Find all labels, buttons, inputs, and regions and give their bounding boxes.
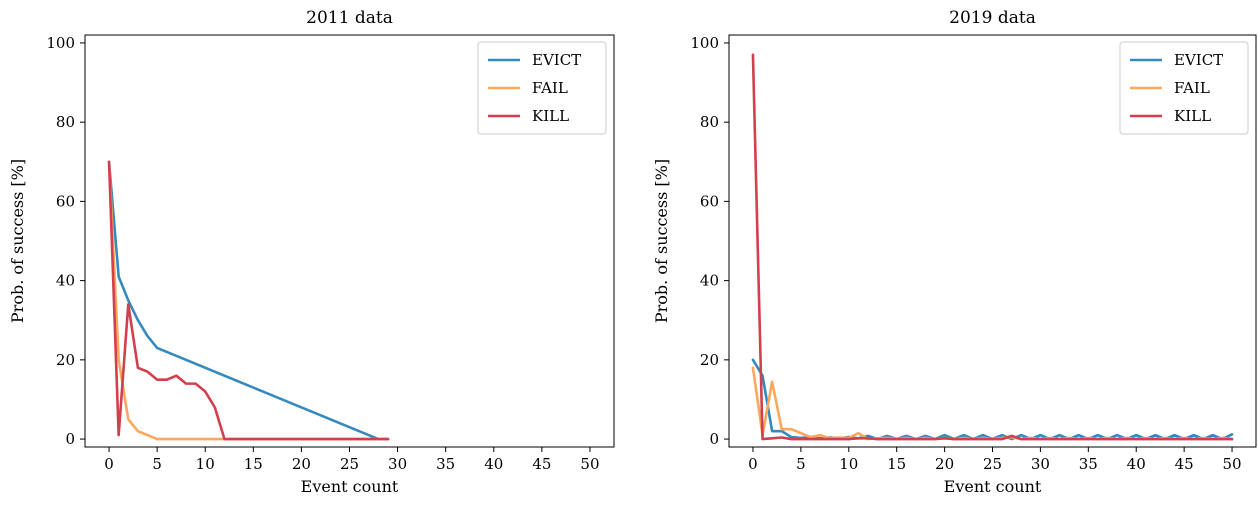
x-tick-label: 0 — [104, 455, 114, 473]
x-tick-label: 5 — [152, 455, 162, 473]
x-tick-label: 50 — [1222, 455, 1241, 473]
y-axis-label: Prob. of success [%] — [8, 159, 27, 323]
y-tick-label: 0 — [65, 430, 75, 448]
y-tick-label: 40 — [700, 272, 719, 290]
y-tick-label: 20 — [700, 351, 719, 369]
y-tick-label: 100 — [690, 34, 719, 52]
chart-panel-2: 0 5 10 15 20 25 30 35 40 45 50 0 20 40 60 80 100 2019 dat… — [652, 8, 1257, 496]
legend-box — [477, 41, 607, 135]
y-axis-label: Prob. of success [%] — [652, 159, 671, 323]
x-tick-label: 50 — [580, 455, 599, 473]
chart-panel-1: 0 5 10 15 20 25 30 35 40 45 50 0 20 40 60 80 100 2011 dat… — [8, 8, 615, 496]
x-tick-label: 40 — [1127, 455, 1146, 473]
x-tick-label: 40 — [484, 455, 503, 473]
x-tick-label: 10 — [839, 455, 858, 473]
x-tick-label: 20 — [292, 455, 311, 473]
chart-title: 2011 data — [306, 8, 393, 28]
legend: EVICT FAIL KILL — [1119, 41, 1249, 135]
y-tick-label: 60 — [700, 192, 719, 210]
x-tick-label: 0 — [748, 455, 758, 473]
x-tick-label: 10 — [196, 455, 215, 473]
x-tick-label: 35 — [1079, 455, 1098, 473]
x-tick-label: 5 — [796, 455, 806, 473]
legend-label-fail: FAIL — [532, 79, 568, 97]
x-tick-label: 35 — [436, 455, 455, 473]
x-tick-label: 30 — [388, 455, 407, 473]
chart-title: 2019 data — [949, 8, 1036, 28]
x-axis-label: Event count — [301, 477, 399, 496]
legend-label-kill: KILL — [532, 107, 569, 125]
x-tick-label: 15 — [887, 455, 906, 473]
legend-label-evict: EVICT — [1174, 51, 1223, 69]
series-line-fail — [751, 366, 1234, 441]
x-axis-label: Event count — [944, 477, 1042, 496]
x-tick-label: 45 — [532, 455, 551, 473]
y-tick-label: 100 — [46, 34, 75, 52]
series-line-kill — [107, 160, 390, 441]
y-tick-label: 60 — [56, 192, 75, 210]
legend-box — [1119, 41, 1249, 135]
legend: EVICT FAIL KILL — [477, 41, 607, 135]
legend-label-fail: FAIL — [1174, 79, 1210, 97]
legend-label-kill: KILL — [1174, 107, 1211, 125]
y-tick-label: 80 — [700, 113, 719, 131]
legend-label-evict: EVICT — [532, 51, 581, 69]
y-tick-label: 0 — [709, 430, 719, 448]
y-tick-label: 20 — [56, 351, 75, 369]
series-line-evict — [107, 160, 390, 441]
series-line-kill — [751, 53, 1234, 441]
x-tick-label: 20 — [935, 455, 954, 473]
x-tick-label: 25 — [983, 455, 1002, 473]
series-line-fail — [107, 160, 390, 441]
x-tick-label: 15 — [244, 455, 263, 473]
x-tick-label: 45 — [1175, 455, 1194, 473]
y-tick-label: 80 — [56, 113, 75, 131]
series-line-evict — [751, 358, 1234, 441]
x-tick-label: 25 — [340, 455, 359, 473]
x-tick-label: 30 — [1031, 455, 1050, 473]
y-tick-label: 40 — [56, 272, 75, 290]
